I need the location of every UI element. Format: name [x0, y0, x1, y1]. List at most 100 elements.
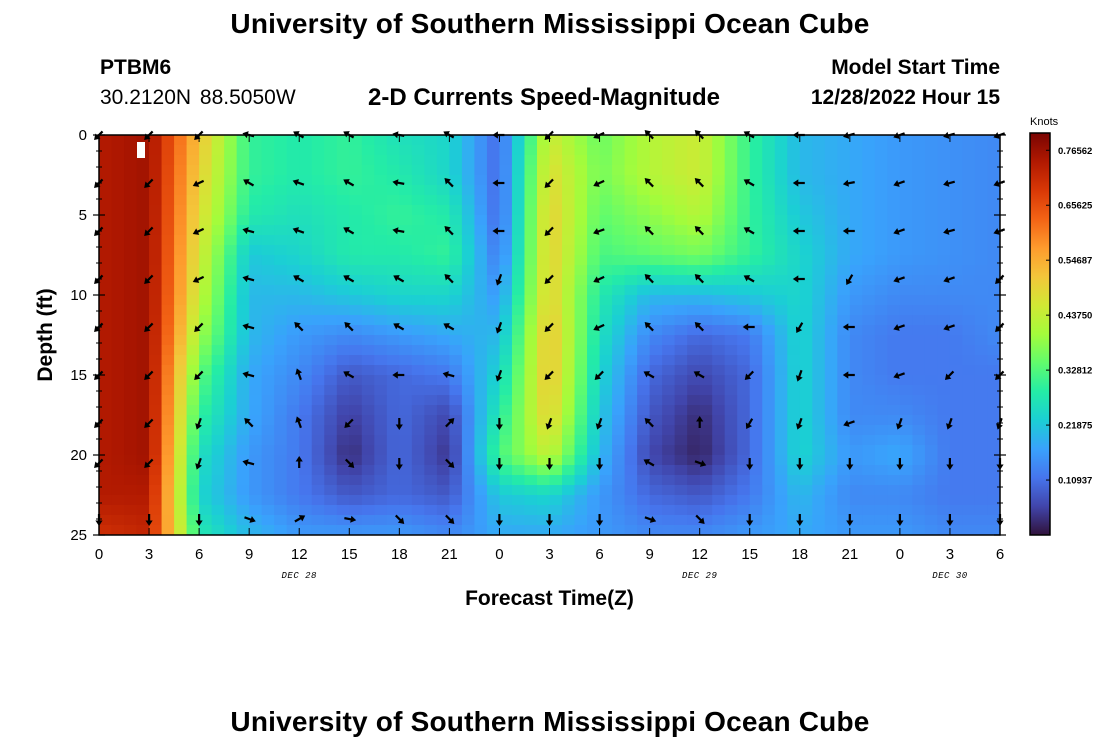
- heatmap-cell: [562, 275, 576, 286]
- heatmap-cell: [774, 255, 788, 266]
- heatmap-cell: [562, 245, 576, 256]
- heatmap-cell: [937, 225, 951, 236]
- heatmap-cell: [249, 215, 263, 226]
- heatmap-cell: [762, 445, 776, 456]
- heatmap-cell: [737, 305, 751, 316]
- current-arrow: [893, 228, 905, 235]
- heatmap-cell: [599, 425, 613, 436]
- heatmap-cell: [449, 465, 463, 476]
- heatmap-cell: [361, 475, 375, 486]
- heatmap-cell: [249, 275, 263, 286]
- heatmap-cell: [149, 445, 163, 456]
- heatmap-cell: [562, 355, 576, 366]
- x-tick-label: 6: [195, 546, 203, 563]
- heatmap-cell: [549, 515, 563, 526]
- heatmap-cell: [612, 435, 626, 446]
- heatmap-cell: [649, 495, 663, 506]
- heatmap-cell: [486, 175, 501, 186]
- heatmap-cell: [286, 505, 300, 516]
- heatmap-cell: [574, 515, 588, 526]
- heatmap-cell: [361, 155, 375, 166]
- heatmap-cell: [899, 165, 913, 176]
- heatmap-cell: [687, 275, 701, 286]
- heatmap-cell: [612, 195, 626, 206]
- heatmap-cell: [924, 215, 939, 226]
- heatmap-cell: [261, 335, 275, 346]
- heatmap-cell: [637, 215, 651, 226]
- heatmap-cell: [161, 245, 175, 256]
- heatmap-cell: [99, 365, 113, 376]
- heatmap-cell: [299, 205, 313, 216]
- heatmap-cell: [99, 405, 113, 416]
- heatmap-cell: [361, 365, 375, 376]
- heatmap-cell: [949, 185, 964, 196]
- heatmap-cell: [587, 355, 601, 366]
- heatmap-cell: [899, 405, 913, 416]
- heatmap-cell: [599, 155, 613, 166]
- heatmap-cell: [674, 315, 688, 326]
- heatmap-cell: [962, 215, 976, 226]
- heatmap-cell: [662, 245, 676, 256]
- heatmap-cell: [887, 445, 901, 456]
- current-arrow: [343, 275, 355, 283]
- heatmap-cell: [862, 145, 876, 156]
- heatmap-cell: [937, 195, 951, 206]
- heatmap-cell: [424, 465, 438, 476]
- heatmap-cell: [812, 225, 826, 236]
- heatmap-cell: [874, 165, 888, 176]
- heatmap-cell: [862, 215, 876, 226]
- heatmap-cell: [624, 375, 638, 386]
- heatmap-cell: [724, 265, 738, 276]
- heatmap-cell: [486, 155, 501, 166]
- heatmap-cell: [762, 235, 776, 246]
- heatmap-cell: [174, 455, 188, 466]
- heatmap-cell: [699, 505, 713, 516]
- heatmap-cell: [386, 255, 400, 266]
- heatmap-cell: [174, 445, 188, 456]
- heatmap-cell: [549, 195, 563, 206]
- heatmap-cell: [787, 205, 801, 216]
- heatmap-cell: [374, 285, 388, 296]
- heatmap-cell: [637, 195, 651, 206]
- heatmap-cell: [949, 335, 964, 346]
- heatmap-cell: [286, 285, 300, 296]
- heatmap-cell: [974, 205, 989, 216]
- heatmap-cell: [637, 155, 651, 166]
- heatmap-cell: [912, 145, 926, 156]
- heatmap-cell: [536, 415, 551, 426]
- heatmap-cell: [812, 355, 826, 366]
- heatmap-cell: [774, 395, 788, 406]
- heatmap-cell: [286, 525, 300, 535]
- heatmap-cell: [762, 205, 776, 216]
- heatmap-cell: [374, 495, 388, 506]
- heatmap-cell: [261, 345, 275, 356]
- heatmap-cell: [99, 445, 113, 456]
- heatmap-cell: [299, 345, 313, 356]
- heatmap-cell: [274, 145, 288, 156]
- x-tick-label: 18: [391, 546, 408, 563]
- heatmap-cell: [449, 245, 463, 256]
- heatmap-cell: [536, 205, 551, 216]
- heatmap-cell: [987, 235, 1000, 246]
- heatmap-cell: [311, 365, 325, 376]
- heatmap-cell: [687, 375, 701, 386]
- heatmap-cell: [687, 175, 701, 186]
- heatmap-cell: [612, 445, 626, 456]
- heatmap-cell: [837, 215, 851, 226]
- current-arrow: [144, 418, 154, 428]
- heatmap-cell: [311, 395, 325, 406]
- heatmap-cell: [949, 155, 964, 166]
- heatmap-cell: [712, 325, 726, 336]
- heatmap-cell: [574, 425, 588, 436]
- heatmap-cell: [536, 365, 551, 376]
- heatmap-cell: [236, 435, 250, 446]
- heatmap-cell: [587, 345, 601, 356]
- heatmap-cell: [749, 135, 763, 146]
- x-tick-label: 9: [245, 546, 253, 563]
- heatmap-cell: [599, 145, 613, 156]
- heatmap-cell: [737, 165, 751, 176]
- heatmap-cell: [511, 395, 526, 406]
- heatmap-cell: [336, 345, 350, 356]
- heatmap-cell: [812, 165, 826, 176]
- heatmap-cell: [161, 285, 175, 296]
